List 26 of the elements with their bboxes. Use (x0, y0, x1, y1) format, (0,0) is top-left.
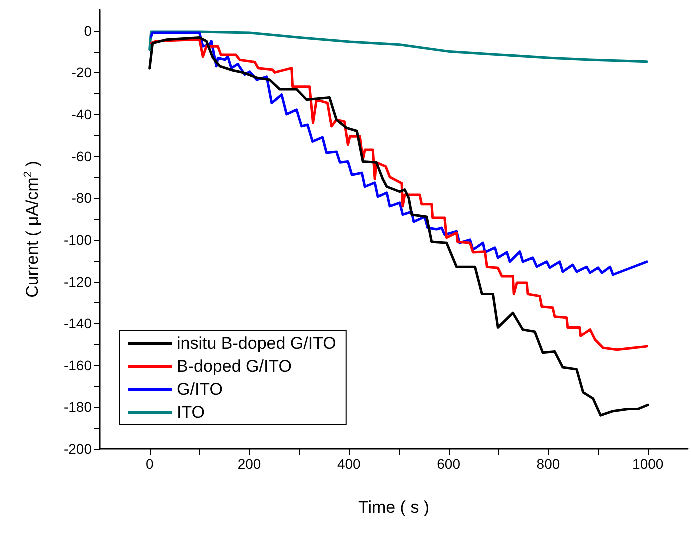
y-tick-label: 0 (84, 22, 92, 39)
y-axis-title: Current ( μA/cm2 ) (22, 161, 42, 298)
legend-label: G/ITO (177, 380, 223, 399)
y-tick-label: -60 (72, 148, 92, 164)
y-tick-label: -100 (64, 232, 92, 248)
x-tick-label: 400 (337, 456, 362, 472)
x-tick-label: 0 (146, 456, 154, 472)
line-series (150, 32, 648, 276)
x-tick-label: 600 (437, 456, 461, 472)
line-series (148, 36, 650, 417)
y-tick-label: -160 (64, 357, 92, 374)
y-tick-label: -120 (64, 274, 92, 290)
legend-label: insitu B-doped G/ITO (177, 334, 336, 353)
y-tick-label: -200 (64, 441, 92, 457)
legend-label: B-doped G/ITO (177, 357, 292, 376)
x-axis-title: Time ( s ) (358, 498, 430, 517)
x-tick-label: 800 (536, 456, 560, 472)
x-tick-label: 1000 (632, 456, 664, 472)
y-tick-label: -80 (72, 190, 92, 206)
y-tick-label: -180 (64, 399, 92, 416)
y-tick-label: -20 (72, 64, 92, 81)
line-series (150, 38, 648, 352)
y-tick-label: -140 (64, 316, 92, 332)
y-tick-label: -40 (72, 106, 92, 123)
x-tick-label: 200 (238, 456, 262, 472)
legend-label: ITO (177, 403, 206, 422)
